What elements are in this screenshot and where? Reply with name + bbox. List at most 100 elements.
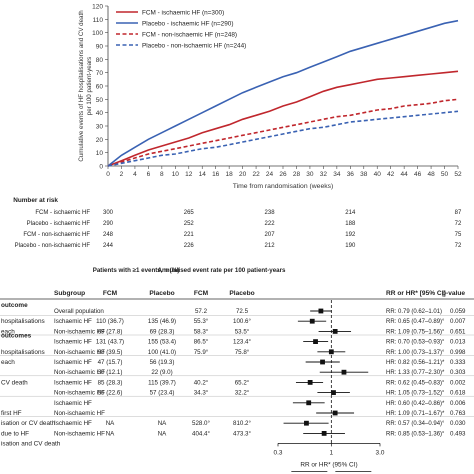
y-tick-label: 70 [96, 70, 104, 77]
x-tick-label: 34 [333, 171, 341, 178]
row-rr: HR: 0.82 (0.56–1.21)* [386, 360, 445, 366]
risk-value: 222 [265, 221, 276, 227]
header-placebo-rate: Placebo [229, 290, 254, 297]
risk-value: 87 [455, 210, 462, 216]
row-placebo-rate: 473.3° [233, 430, 251, 437]
outcome-label: each [1, 328, 15, 335]
y-tick-label: 20 [96, 137, 104, 144]
forest-tick-label: 3.0 [376, 449, 385, 456]
y-tick-label: 10 [96, 150, 104, 157]
row-subgroup: Ischaemic HF [54, 359, 92, 366]
risk-value: 214 [345, 210, 356, 216]
row-p: 0.013 [450, 339, 466, 346]
header-p: p-value [442, 290, 465, 297]
legend: FCM - ischaemic HF (n=300) Placebo - isch… [116, 10, 246, 50]
row-fcm-rate: 75.9° [194, 349, 209, 356]
x-tick-label: 22 [252, 171, 260, 178]
row-p: 0.030 [450, 420, 466, 427]
row-placebo-n: NA [158, 430, 167, 437]
x-tick-label: 26 [279, 171, 287, 178]
forest-xlabel: RR or HR* (95% CI) [300, 461, 357, 468]
risk-value: 238 [265, 210, 276, 216]
risk-row-label: Placebo - ischaemic HF [27, 221, 91, 227]
risk-table: Number at risk FCM - ischaemic HF 300 265 23… [13, 197, 462, 249]
risk-value: 265 [184, 210, 195, 216]
row-subgroup: Non-ischaemic HF [54, 390, 105, 397]
row-placebo-rate: 123.4° [233, 339, 251, 346]
row-fcm-n: 47 (15.7) [98, 359, 123, 366]
row-p: 0.493 [450, 430, 466, 437]
row-rr: RR: 0.85 (0.53–1.36)° [386, 431, 445, 437]
row-fcm-n: NA [106, 420, 115, 427]
row-rr: RR: 1.09 (0.75–1.56)° [386, 329, 445, 335]
row-rr: HR: 1.09 (0.71–1.67)* [386, 411, 445, 417]
series-line-1 [107, 70, 459, 167]
risk-value: 300 [103, 210, 114, 216]
risk-value: 226 [184, 243, 195, 249]
x-tick-label: 42 [387, 171, 395, 178]
y-tick-label: 60 [96, 84, 104, 91]
outcome-label: first HF [1, 410, 22, 417]
row-p: 0.763 [450, 410, 466, 417]
x-tick-label: 4 [133, 171, 137, 178]
row-fcm-rate: 86.5° [194, 339, 209, 346]
risk-row-label: FCM - non-ischaemic HF [23, 232, 90, 238]
y-tick-label: 100 [92, 30, 103, 37]
header-fcm-n: FCM [103, 290, 118, 297]
forest-point [318, 308, 324, 314]
outcome-label: isation or CV death [1, 420, 56, 427]
y-tick-label: 30 [96, 124, 104, 131]
row-placebo-rate: 53.5° [235, 328, 250, 335]
row-subgroup: Ischaemic HF [54, 379, 92, 386]
header-placebo-n: Placebo [149, 290, 174, 297]
x-tick-label: 50 [441, 171, 449, 178]
risk-value: 252 [184, 221, 195, 227]
y-tick-label: 80 [96, 57, 104, 64]
row-subgroup: Ischaemic HF [54, 420, 92, 427]
risk-value: 75 [455, 232, 462, 238]
row-p: 0.303 [450, 369, 466, 376]
x-tick-label: 44 [401, 171, 409, 178]
row-placebo-n: 69 (28.3) [150, 328, 175, 335]
x-tick-label: 28 [293, 171, 301, 178]
row-p: 0.006 [450, 400, 466, 407]
forest-point [331, 390, 336, 395]
legend-label: Placebo - non-ischaemic HF (n=244) [142, 43, 246, 50]
forest-point [306, 400, 312, 406]
x-tick-label: 18 [226, 171, 234, 178]
x-tick-label: 12 [185, 171, 193, 178]
forest-point [341, 369, 347, 375]
row-placebo-n: 100 (41.0) [148, 349, 176, 356]
row-fcm-n: 98 (39.5) [98, 349, 123, 356]
y-tick-label: 90 [96, 44, 104, 51]
y-axis-label-line: per 100 patient-years [86, 57, 93, 115]
series-line-3 [107, 98, 459, 167]
risk-value: 72 [455, 221, 462, 227]
x-tick-label: 0 [106, 171, 110, 178]
row-placebo-n: 57 (23.4) [150, 390, 175, 397]
row-placebo-rate: 65.2° [235, 379, 250, 386]
x-tick-label: 30 [306, 171, 314, 178]
x-tick-label: 16 [212, 171, 220, 178]
row-fcm-n: 30 (12.1) [98, 369, 123, 376]
row-fcm-rate: 58.3° [194, 328, 209, 335]
series-line-2 [107, 19, 459, 167]
forest-point [309, 318, 315, 324]
outcome-label: CV death [1, 379, 28, 386]
risk-value: 221 [184, 232, 195, 238]
row-p: 0.618 [450, 390, 466, 397]
x-tick-label: 10 [172, 171, 180, 178]
header-patients: Patients with ≥1 events, n (%) [93, 267, 180, 274]
risk-value: 207 [265, 232, 276, 238]
row-rr: RR: 1.00 (0.73–1.37)° [386, 350, 445, 356]
y-tick-label: 50 [96, 97, 104, 104]
risk-title: Number at risk [13, 197, 58, 204]
row-fcm-rate: 404.4° [192, 430, 210, 437]
header-rr: RR or HR* [95% CI] [386, 290, 446, 297]
header-rate: Annualised event rate per 100 patient-ye… [158, 267, 286, 274]
row-fcm-n: NA [106, 430, 115, 437]
forest-tick-label: 1 [330, 449, 334, 456]
row-fcm-rate: 40.2° [194, 379, 209, 386]
row-p: 0.059 [450, 308, 466, 315]
row-fcm-rate: 528.0° [192, 420, 210, 427]
